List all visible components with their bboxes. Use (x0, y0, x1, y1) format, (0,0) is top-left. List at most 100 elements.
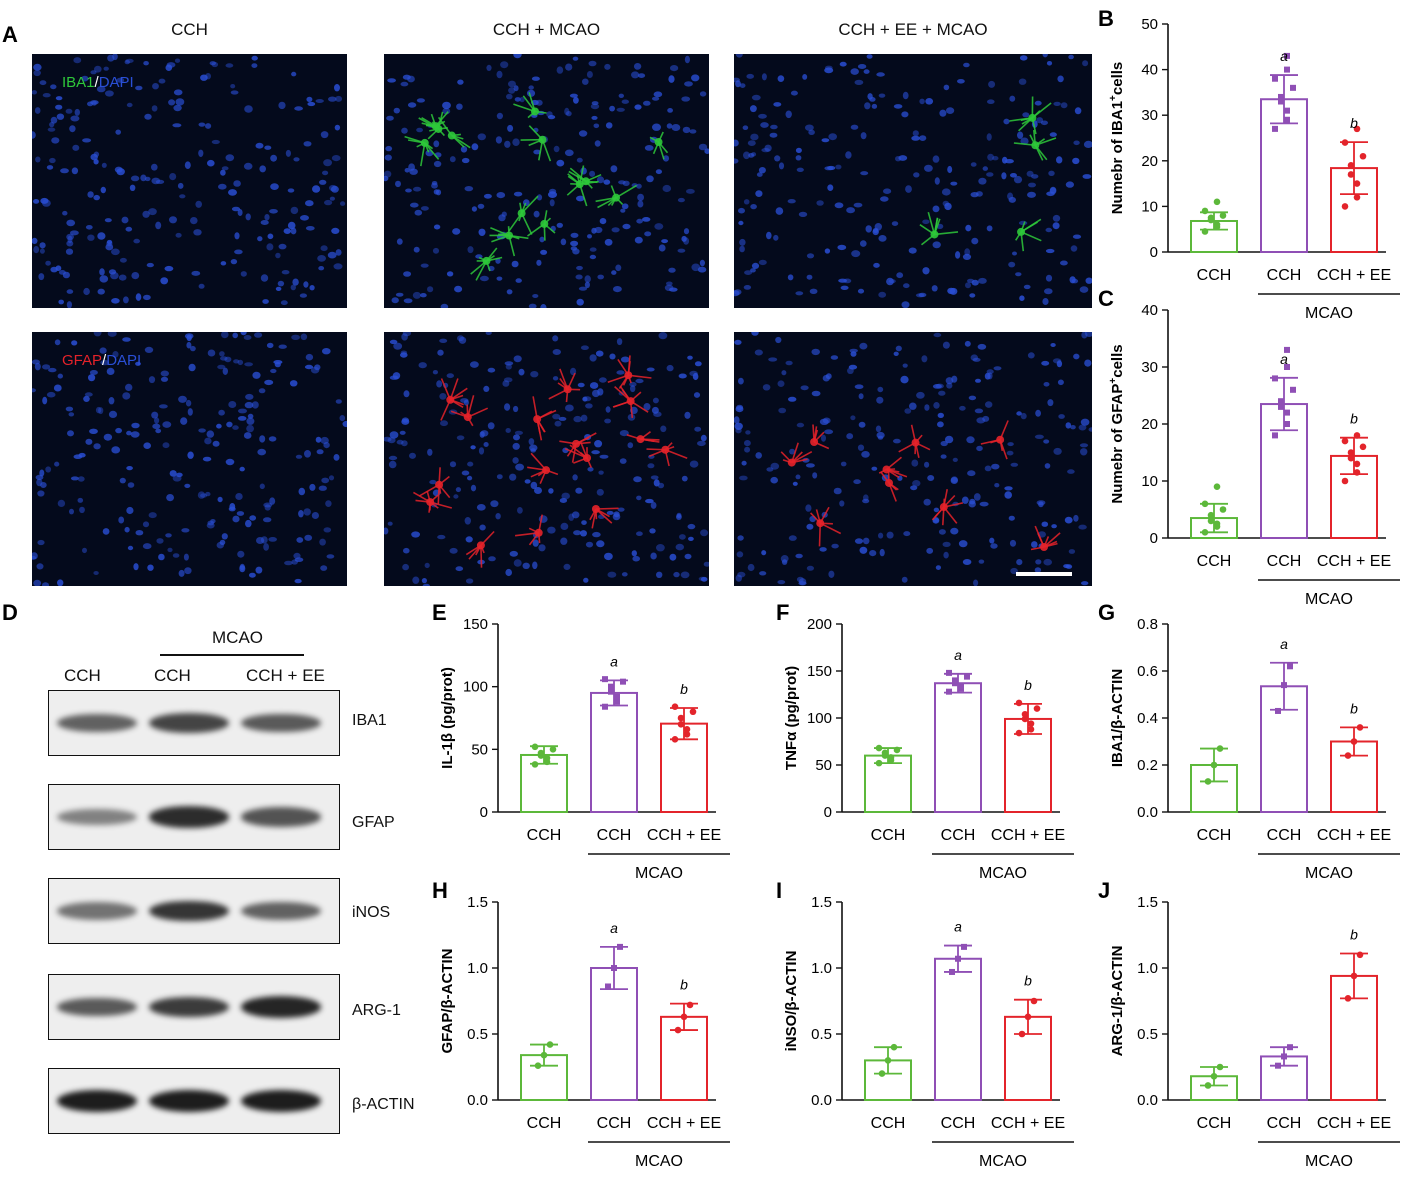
stained-cell (880, 468, 899, 502)
nucleus (570, 232, 579, 238)
nucleus (636, 218, 643, 224)
nucleus (73, 454, 83, 459)
nucleus (103, 66, 109, 71)
nucleus (413, 186, 422, 192)
nucleus (243, 432, 252, 439)
nucleus (303, 508, 311, 516)
nucleus (198, 283, 205, 289)
nucleus (496, 70, 503, 79)
nucleus (940, 440, 948, 447)
nucleus (174, 58, 181, 63)
nucleus (97, 232, 106, 240)
nucleus (631, 550, 637, 557)
wb-group-line (160, 654, 304, 656)
nucleus (564, 107, 570, 116)
nucleus (140, 174, 147, 182)
nucleus (754, 349, 763, 356)
nucleus (259, 483, 265, 490)
nucleus (1019, 295, 1025, 301)
nucleus (594, 140, 601, 147)
nucleus (774, 155, 781, 162)
nucleus (854, 384, 864, 389)
nucleus (1072, 234, 1082, 239)
group-label: MCAO (979, 865, 1027, 882)
nucleus (400, 352, 408, 358)
nucleus (932, 384, 942, 389)
nucleus (616, 107, 625, 112)
nucleus (420, 206, 429, 211)
nucleus (245, 519, 252, 528)
nucleus (50, 84, 57, 90)
nucleus (121, 216, 129, 224)
nucleus (87, 234, 95, 241)
nucleus (552, 413, 561, 420)
nucleus (902, 91, 909, 100)
x-category-label: CCH + EE (991, 827, 1065, 844)
significance-label: a (1280, 48, 1288, 64)
nucleus (735, 427, 742, 434)
nucleus (693, 392, 701, 398)
nucleus (934, 177, 940, 185)
nucleus (1040, 120, 1048, 126)
nucleus (257, 448, 266, 456)
nucleus (513, 355, 522, 363)
y-tick-label: 0.5 (467, 1026, 488, 1043)
nucleus (955, 251, 961, 259)
nucleus (488, 556, 496, 562)
nucleus (946, 107, 955, 114)
nucleus (515, 463, 524, 471)
nucleus (453, 494, 459, 499)
nucleus (860, 171, 869, 176)
nucleus (108, 397, 115, 405)
nucleus (175, 98, 185, 106)
nucleus (401, 127, 408, 134)
nucleus (556, 159, 565, 167)
nucleus (619, 430, 629, 437)
nucleus (616, 370, 625, 375)
nucleus (538, 544, 546, 552)
nucleus (512, 138, 520, 146)
nucleus (133, 238, 140, 244)
nucleus (805, 124, 814, 131)
y-tick-label: 10 (1141, 473, 1158, 490)
nucleus (260, 274, 269, 282)
nucleus (660, 425, 667, 433)
nucleus (38, 273, 45, 281)
nucleus (87, 191, 94, 198)
nucleus (865, 225, 872, 233)
nucleus (533, 210, 540, 218)
nucleus (644, 231, 652, 237)
nucleus (395, 292, 404, 297)
nucleus (796, 422, 805, 428)
nucleus (1084, 332, 1092, 337)
nucleus (309, 285, 315, 291)
nucleus (142, 210, 150, 218)
stained-cell (898, 424, 931, 458)
nucleus (237, 209, 243, 216)
nucleus (938, 390, 946, 396)
data-point (620, 678, 626, 685)
stained-cell (527, 452, 559, 485)
nucleus (947, 165, 953, 174)
nucleus (589, 247, 597, 252)
nucleus (82, 138, 92, 143)
nucleus (126, 506, 134, 515)
nucleus (160, 370, 169, 377)
nucleus (387, 78, 396, 83)
nucleus (1016, 411, 1022, 416)
nucleus (274, 361, 281, 368)
nucleus (414, 209, 423, 216)
nucleus (446, 271, 454, 277)
nucleus (1048, 170, 1055, 176)
nucleus (824, 67, 834, 74)
nucleus (454, 285, 463, 293)
nucleus (830, 355, 839, 360)
nucleus (420, 263, 429, 268)
nucleus (62, 210, 68, 216)
micrograph-gfap-cch-ee-mcao (734, 332, 1092, 586)
nucleus (505, 363, 512, 370)
y-tick-label: 30 (1141, 359, 1158, 376)
y-tick-label: 0.0 (1137, 804, 1158, 821)
nucleus (969, 293, 976, 298)
